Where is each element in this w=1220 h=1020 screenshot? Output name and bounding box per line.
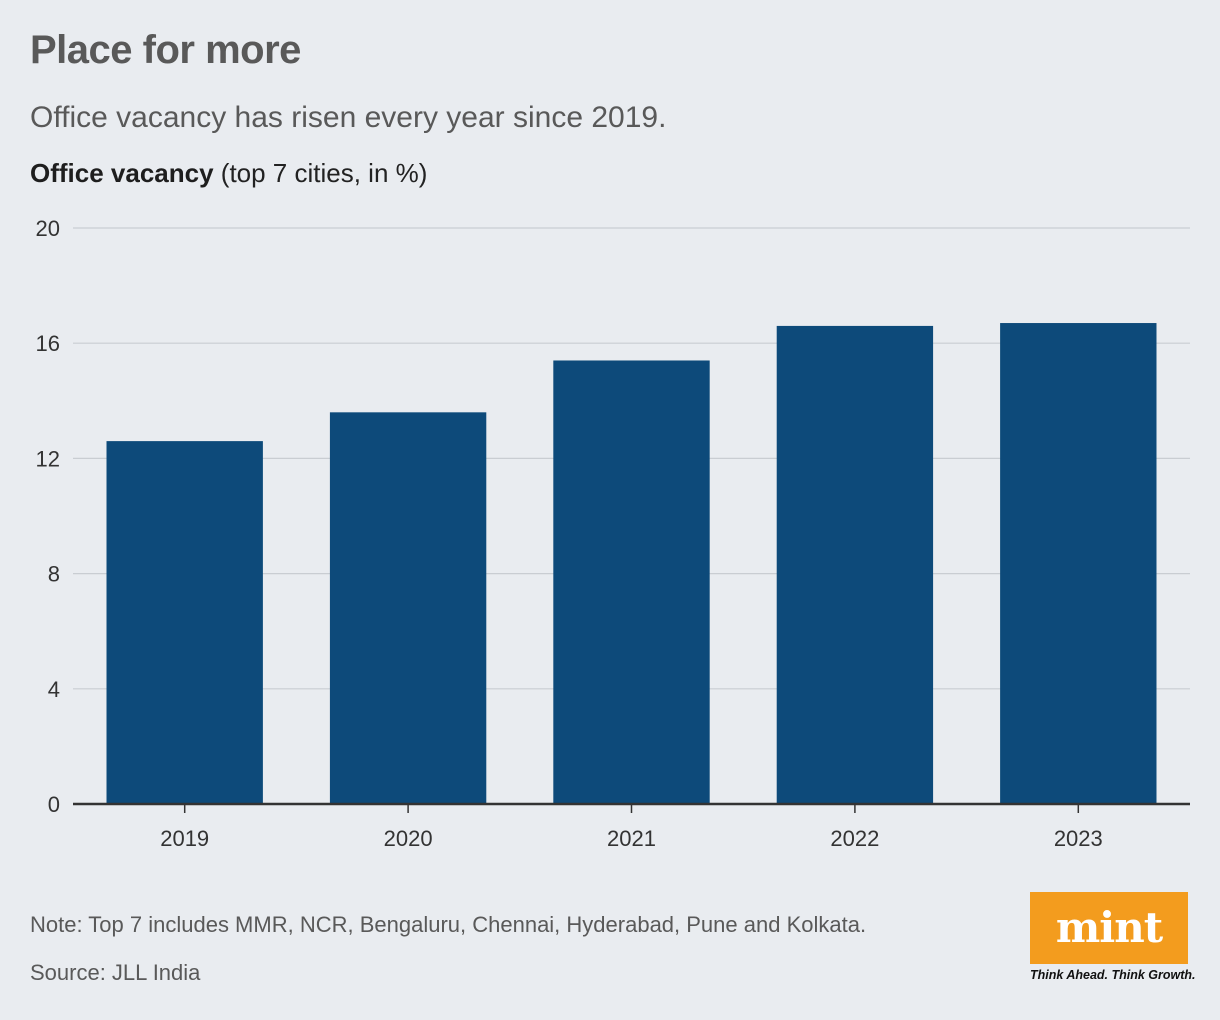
bar-2022 <box>776 325 934 804</box>
bar-2020 <box>329 412 487 804</box>
x-tick-label: 2020 <box>384 826 433 851</box>
y-tick-label: 12 <box>36 446 60 471</box>
brand-tagline: Think Ahead. Think Growth. <box>1030 968 1196 982</box>
x-tick-label: 2023 <box>1054 826 1103 851</box>
source-credit: Source: JLL India <box>30 960 201 985</box>
mint-logo: mint <box>1030 892 1188 964</box>
x-tick-label: 2019 <box>160 826 209 851</box>
measure-label-unit: (top 7 cities, in %) <box>213 158 428 188</box>
x-tick-label: 2021 <box>607 826 656 851</box>
y-tick-label: 8 <box>48 562 60 587</box>
y-tick-label: 16 <box>36 331 60 356</box>
x-tick-label: 2022 <box>830 826 879 851</box>
mint-logo-text: mint <box>1055 903 1163 952</box>
footnote: Note: Top 7 includes MMR, NCR, Bengaluru… <box>30 912 867 937</box>
bar-chart: 0 4 8 12 16 20 2019 2020 2021 2022 2023 <box>36 216 1190 851</box>
chart-title: Place for more <box>30 28 301 72</box>
chart-subtitle: Office vacancy has risen every year sinc… <box>30 101 667 134</box>
bar-2019 <box>106 441 263 804</box>
bar-2021 <box>553 360 710 804</box>
bar-2023 <box>1000 323 1157 804</box>
y-tick-label: 20 <box>36 216 60 241</box>
y-tick-label: 0 <box>48 792 60 817</box>
y-tick-label: 4 <box>48 677 60 702</box>
measure-label: Office vacancy (top 7 cities, in %) <box>30 158 427 189</box>
measure-label-bold: Office vacancy <box>30 158 214 188</box>
